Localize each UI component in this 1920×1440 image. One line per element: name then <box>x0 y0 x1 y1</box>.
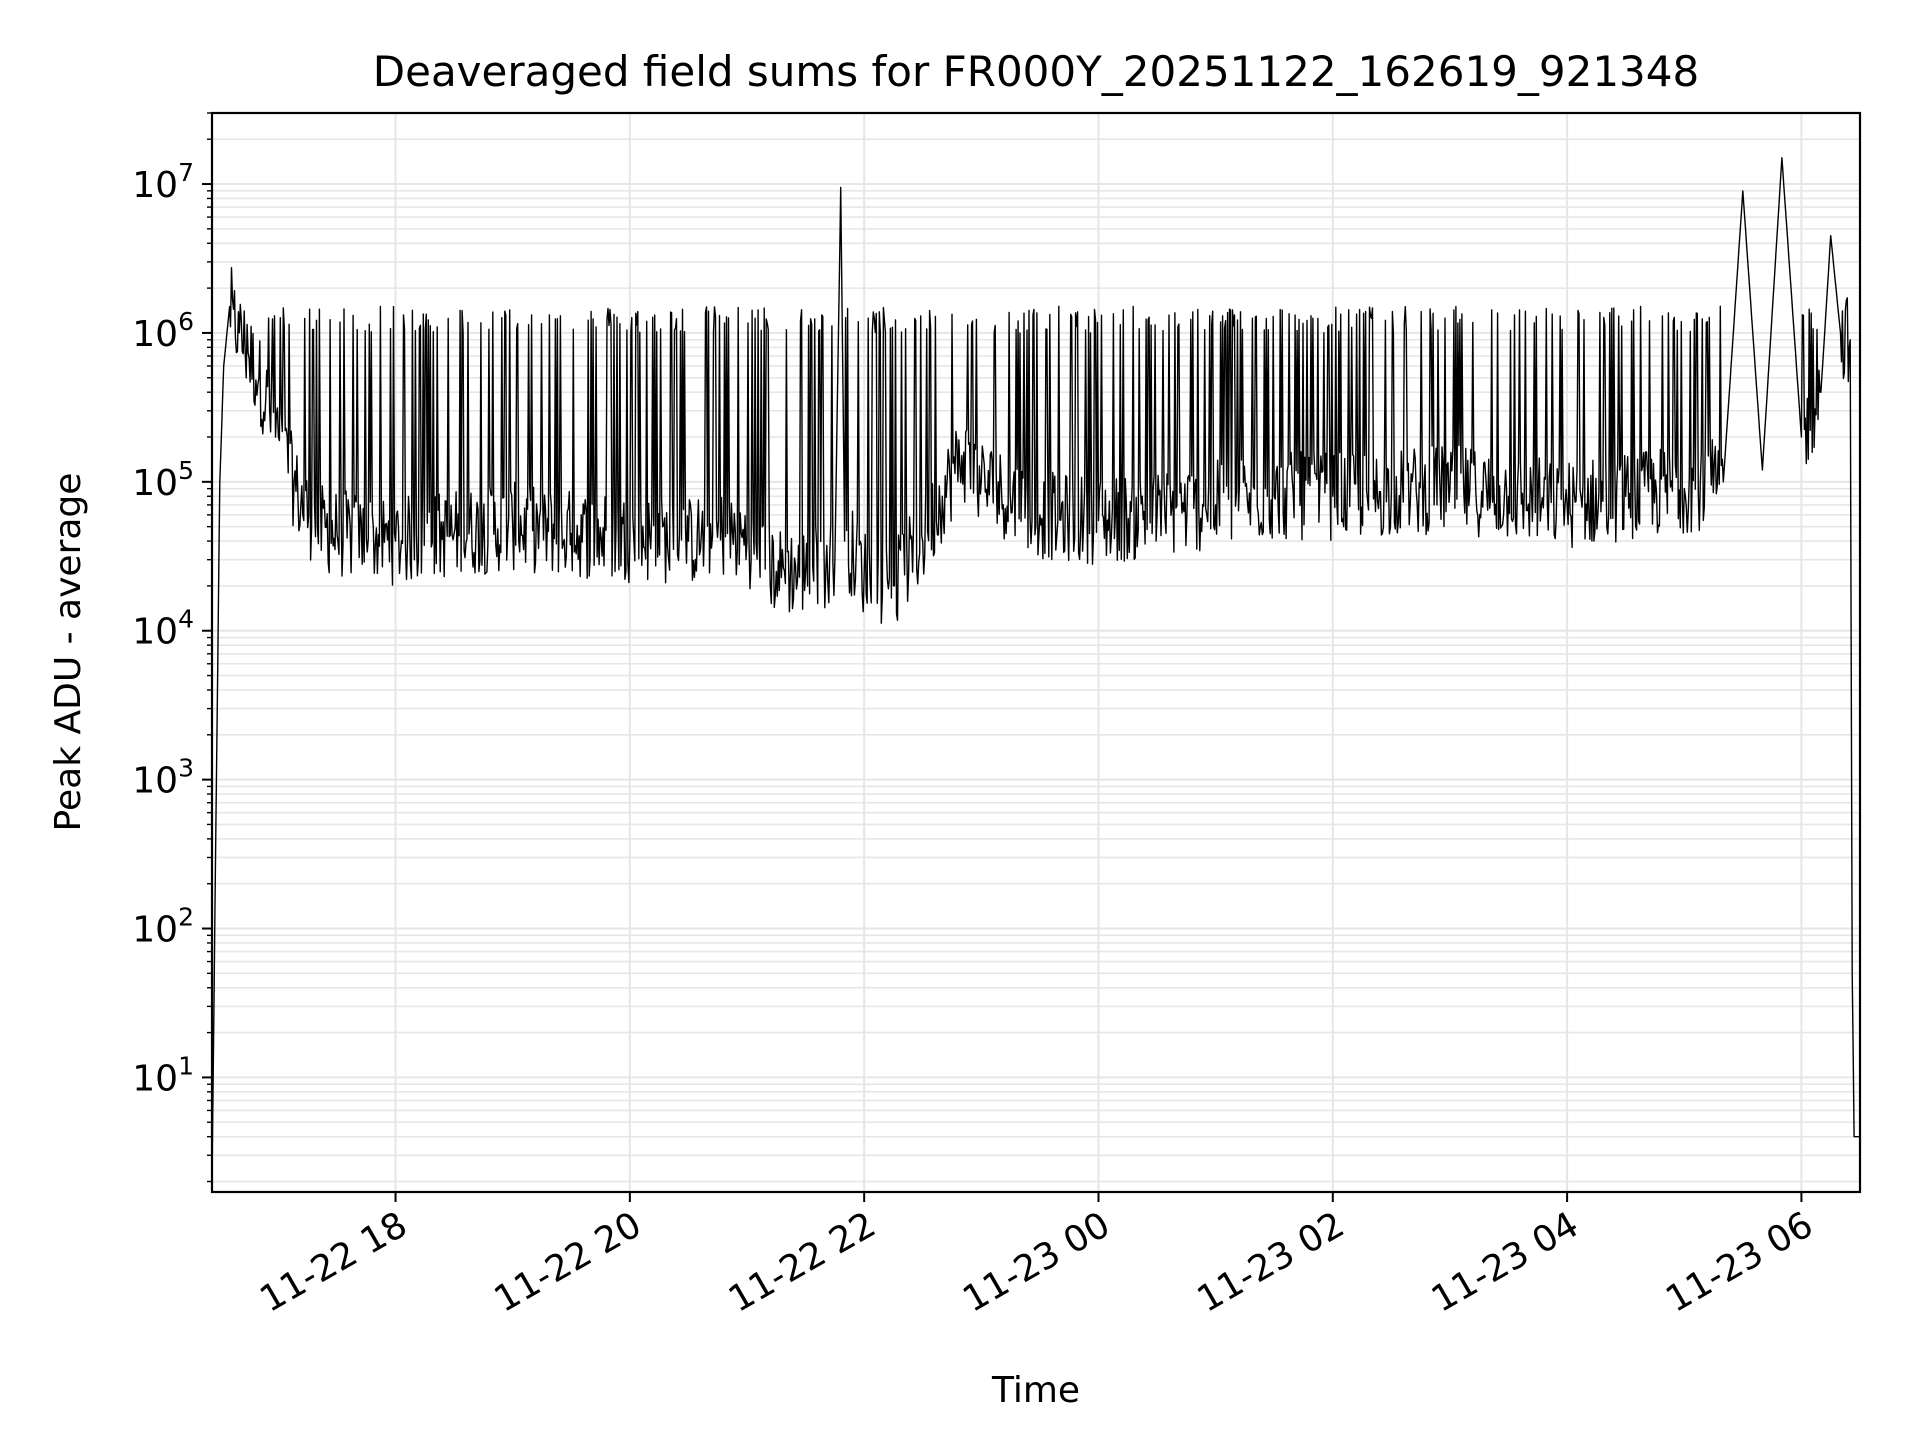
y-tick-label: 105 <box>132 456 194 504</box>
chart-title: Deaveraged field sums for FR000Y_2025112… <box>373 47 1699 96</box>
data-line-series-0 <box>211 157 1860 1182</box>
y-tick-label: 107 <box>132 158 194 206</box>
y-tick-label: 101 <box>132 1051 194 1099</box>
y-axis-title: Peak ADU - average <box>48 473 89 832</box>
plot-frame <box>210 111 1862 1194</box>
y-axis: 101 102 103 104 105 106 107 <box>132 112 212 1183</box>
data-series <box>211 157 1860 1182</box>
x-axis-title: Time <box>991 1370 1080 1411</box>
y-tick-label: 106 <box>132 307 194 355</box>
y-tick-label: 104 <box>132 605 194 653</box>
y-tick-label: 103 <box>132 754 194 802</box>
y-tick-label: 102 <box>132 903 194 951</box>
